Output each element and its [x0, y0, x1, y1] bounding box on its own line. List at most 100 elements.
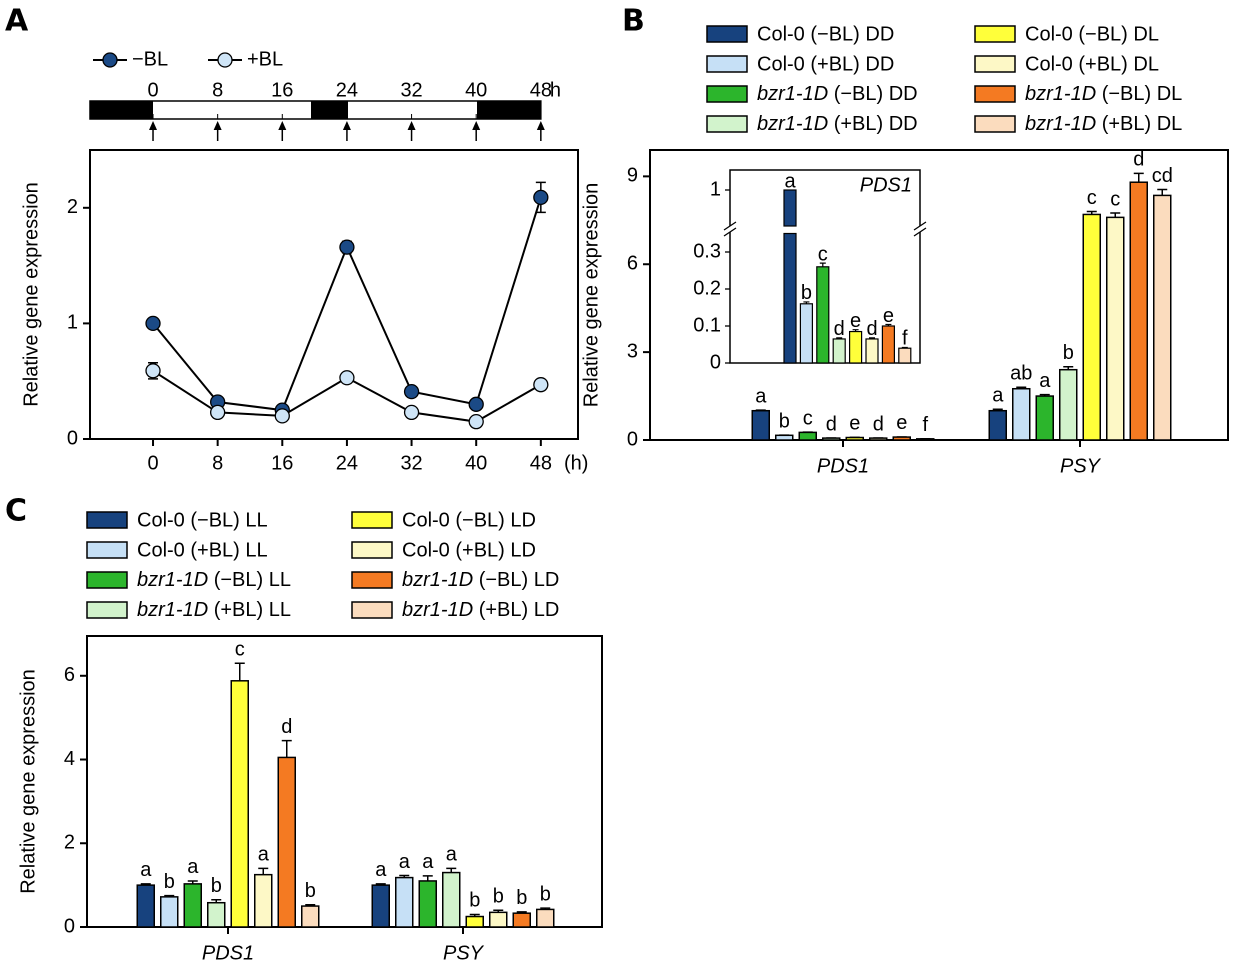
bar [1012, 387, 1031, 441]
legend-label: Col-0 (+BL) DD [757, 53, 894, 75]
y-tick-label: 2 [64, 832, 75, 854]
error-bar [281, 739, 292, 758]
x-tick-label: PDS1 [202, 942, 254, 964]
photoperiod-time: 0 [147, 79, 158, 101]
data-point [533, 189, 549, 206]
bar [395, 876, 414, 928]
inset-significance-letter: b [801, 282, 812, 304]
photoperiod-time: 32 [400, 79, 422, 101]
x-tick-label: 8 [212, 452, 223, 474]
y-tick-label: 4 [64, 748, 75, 770]
inset-error-bar [885, 323, 892, 326]
plot-frame [89, 149, 579, 440]
legend-label: Col-0 (−BL) DD [757, 23, 894, 45]
significance-letter: b [779, 410, 790, 432]
y-tick-label: 9 [627, 165, 638, 187]
bar [371, 884, 390, 928]
legend-swatch [351, 511, 393, 529]
bar [916, 438, 935, 441]
significance-letter: b [493, 886, 504, 908]
y-axis-label: Relative gene expression [17, 669, 39, 894]
significance-letter: d [873, 413, 884, 435]
inset-significance-letter: d [834, 318, 845, 340]
legend-label: bzr1-1D (+BL) DL [1025, 113, 1182, 135]
photoperiod-time: 16 [271, 79, 293, 101]
legend-swatch [86, 571, 128, 589]
bar [845, 436, 864, 441]
legend-label: Col-0 (−BL) LL [137, 509, 268, 531]
significance-letter: e [896, 412, 907, 434]
inset-y-tick-label: 0 [710, 351, 721, 373]
x-tick-label: 24 [336, 452, 358, 474]
y-tick-label: 6 [627, 253, 638, 275]
panel-label: A [5, 4, 29, 39]
legend-swatch [706, 25, 748, 43]
bar [869, 437, 888, 441]
inset-bar [832, 338, 846, 364]
inset-bar [799, 303, 814, 364]
significance-letter: cd [1152, 165, 1173, 187]
significance-letter: b [1063, 342, 1074, 364]
error-bar [234, 662, 245, 681]
inset-title: PDS1 [860, 174, 912, 196]
inset-bar [848, 330, 863, 364]
legend-label: bzr1-1D (+BL) LL [137, 599, 291, 621]
axis-break-mark [913, 221, 927, 237]
bar [512, 912, 531, 928]
significance-letter: a [992, 385, 1004, 407]
x-tick-label: PDS1 [817, 455, 869, 477]
legend-label: −BL [132, 48, 168, 70]
photoperiod-time: 24 [336, 79, 358, 101]
sampling-arrowhead [342, 121, 351, 130]
bar [988, 409, 1007, 441]
x-tick-label: PSY [1060, 455, 1102, 477]
legend-swatch [351, 601, 393, 619]
inset-significance-letter: c [818, 243, 828, 265]
inset-bar [865, 338, 879, 364]
data-point [274, 408, 290, 424]
significance-letter: a [755, 385, 767, 407]
y-tick-label: 2 [67, 196, 78, 218]
legend-swatch [351, 571, 393, 589]
axis-break-gap [916, 226, 924, 232]
y-tick-label: 0 [64, 915, 75, 937]
bar [254, 873, 273, 928]
significance-letter: e [849, 413, 860, 435]
data-point [468, 414, 484, 430]
significance-letter: b [305, 880, 316, 902]
dark-period [477, 101, 541, 119]
significance-letter: c [1087, 187, 1097, 209]
legend-label: bzr1-1D (−BL) DD [757, 83, 918, 105]
panel-label: B [622, 4, 645, 39]
inset-significance-letter: e [883, 305, 894, 327]
data-point [403, 383, 420, 400]
legend-label: bzr1-1D (−BL) LL [137, 569, 291, 591]
significance-letter: b [469, 890, 480, 912]
significance-letter: b [516, 887, 527, 909]
inset-y-tick-label: 0.2 [693, 277, 721, 299]
legend-swatch [706, 55, 748, 73]
legend-label: Col-0 (+BL) DL [1025, 53, 1159, 75]
data-point [533, 377, 549, 393]
significance-letter: d [826, 413, 837, 435]
inset-bar [816, 266, 830, 364]
inset-significance-letter: f [902, 328, 908, 350]
data-point [145, 363, 161, 379]
bar [418, 880, 437, 928]
legend-label: Col-0 (−BL) DL [1025, 23, 1159, 45]
inset-bar [881, 325, 896, 364]
photoperiod-time: 8 [212, 79, 223, 101]
significance-letter: d [1133, 149, 1144, 171]
bar [207, 901, 226, 928]
sampling-arrowhead [278, 121, 287, 130]
significance-letter: c [235, 638, 245, 660]
significance-letter: b [164, 871, 175, 893]
legend-swatch [86, 511, 128, 529]
sampling-arrowhead [472, 121, 481, 130]
data-point [339, 239, 355, 255]
legend-swatch [706, 85, 748, 103]
inset-error-bar [901, 346, 908, 349]
legend-label: Col-0 (−BL) LD [402, 509, 536, 531]
y-tick-label: 0 [67, 427, 78, 449]
legend-label: bzr1-1D (+BL) LD [402, 599, 559, 621]
